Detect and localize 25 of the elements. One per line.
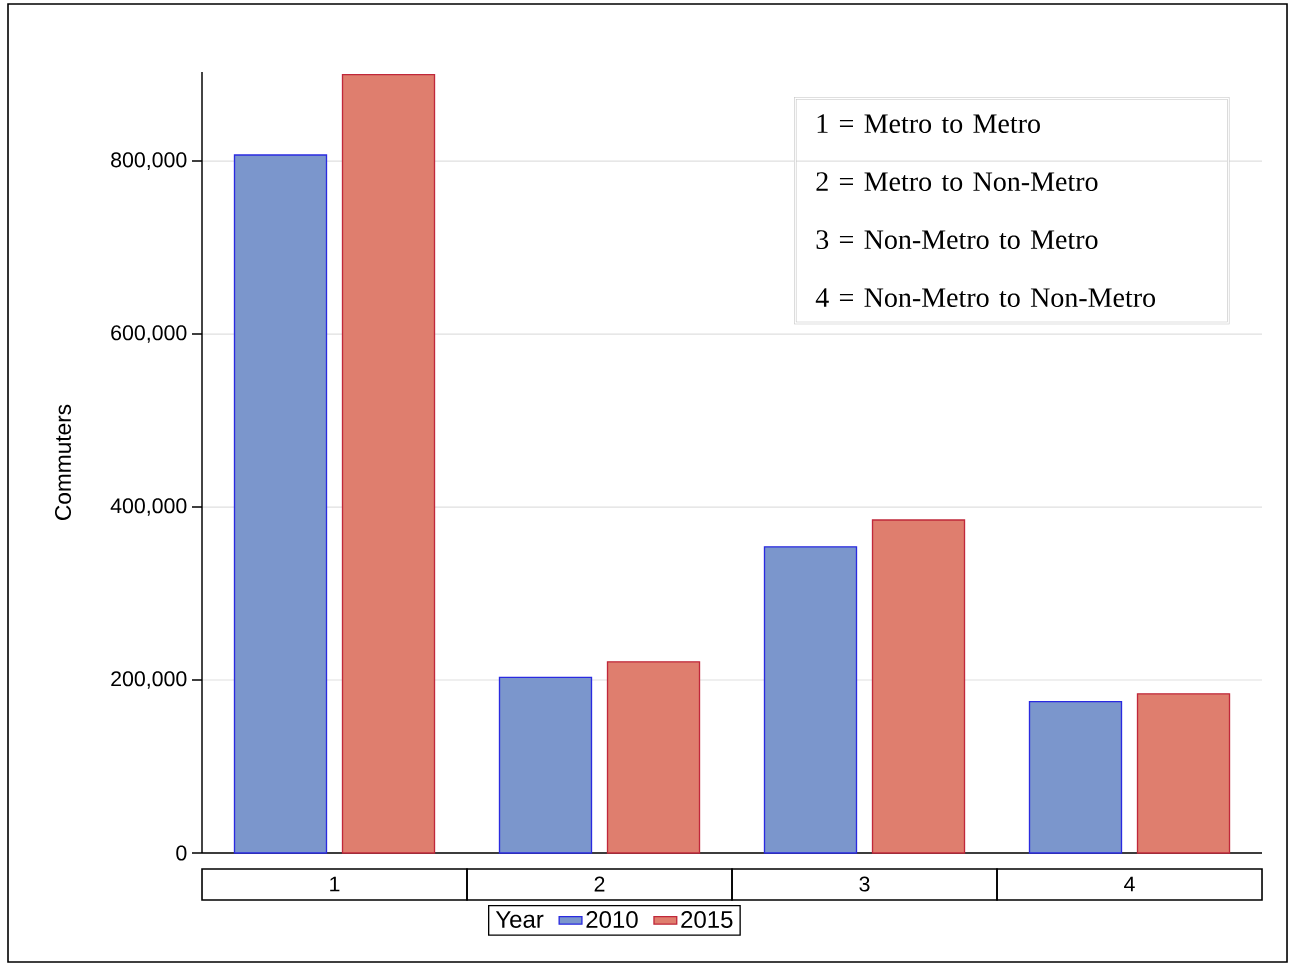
bar [606,661,701,854]
bar [763,546,858,854]
bar [233,154,328,854]
annotation: 1 = Metro to Metro [817,114,1040,134]
legend-title: Year [495,911,544,928]
bar [341,73,436,854]
y-tick-label: 0 [176,845,187,861]
annotation: 4 = Non-Metro to Non-Metro [815,288,1156,308]
x-tick-label: 4 [1124,876,1135,892]
x-tick-label: 1 [330,876,340,892]
legend-label: 2015 [681,911,733,929]
y-tick-label: 200,000 [111,671,187,689]
y-axis-title: Commuters [54,404,72,520]
bar [1136,693,1231,854]
y-tick-label: 600,000 [111,325,187,343]
annotation: 2 = Metro to Non-Metro [816,172,1098,192]
x-tick-label: 2 [594,876,605,892]
bar [871,519,966,854]
annotation: 3 = Non-Metro to Metro [816,230,1098,250]
y-tick-label: 400,000 [110,498,187,516]
bar [1028,700,1123,854]
legend-label: 2010 [586,911,638,929]
y-tick-label: 800,000 [111,152,187,170]
x-tick-label: 3 [859,876,870,892]
bar [498,676,593,854]
